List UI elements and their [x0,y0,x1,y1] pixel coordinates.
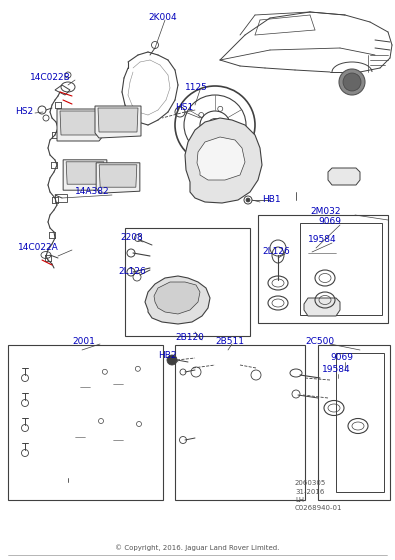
Text: HS2: HS2 [15,108,33,116]
Text: 2060305
31-2016
LH
C0268940-01: 2060305 31-2016 LH C0268940-01 [295,480,342,511]
Polygon shape [185,118,262,203]
Bar [318,345,390,500]
Text: 2B120: 2B120 [175,334,204,343]
Bar [300,223,382,315]
Polygon shape [98,108,138,132]
Bar [125,228,250,336]
Text: HB2: HB2 [158,351,177,360]
Text: 2M032: 2M032 [310,208,340,217]
Text: 9069: 9069 [318,217,341,226]
Polygon shape [66,162,104,184]
Text: 14C022A: 14C022A [18,244,59,253]
Circle shape [167,355,177,365]
Bar [175,345,305,500]
Polygon shape [60,111,100,135]
Polygon shape [95,106,141,138]
Text: 19584: 19584 [308,236,337,245]
Text: 2C500: 2C500 [305,338,334,347]
Text: HB1: HB1 [262,195,280,204]
Polygon shape [154,282,200,314]
Text: 2001: 2001 [72,338,95,347]
Text: 2208: 2208 [120,234,143,242]
Polygon shape [197,137,245,180]
Circle shape [246,198,250,202]
Polygon shape [99,165,137,187]
Text: 2L126: 2L126 [118,268,146,277]
Polygon shape [328,168,360,185]
Text: 9069: 9069 [330,353,353,362]
Bar [55,194,67,202]
Text: 19584: 19584 [322,366,351,375]
Circle shape [339,69,365,95]
Circle shape [343,73,361,91]
Text: 2L126: 2L126 [262,248,290,256]
Bar [258,215,388,323]
Text: HS1: HS1 [175,104,193,113]
Polygon shape [96,163,140,193]
Text: © Copyright, 2016. Jaguar Land Rover Limited.: © Copyright, 2016. Jaguar Land Rover Lim… [115,545,280,552]
Text: 2K004: 2K004 [148,13,177,22]
Text: 14A382: 14A382 [75,188,110,197]
Text: 14C022B: 14C022B [30,73,71,82]
Polygon shape [304,298,340,316]
Bar [336,353,384,492]
Polygon shape [145,276,210,324]
Text: 2B511: 2B511 [215,338,244,347]
Bar [8,345,163,500]
Polygon shape [63,160,107,190]
Polygon shape [57,109,103,141]
Text: 1125: 1125 [185,83,208,92]
